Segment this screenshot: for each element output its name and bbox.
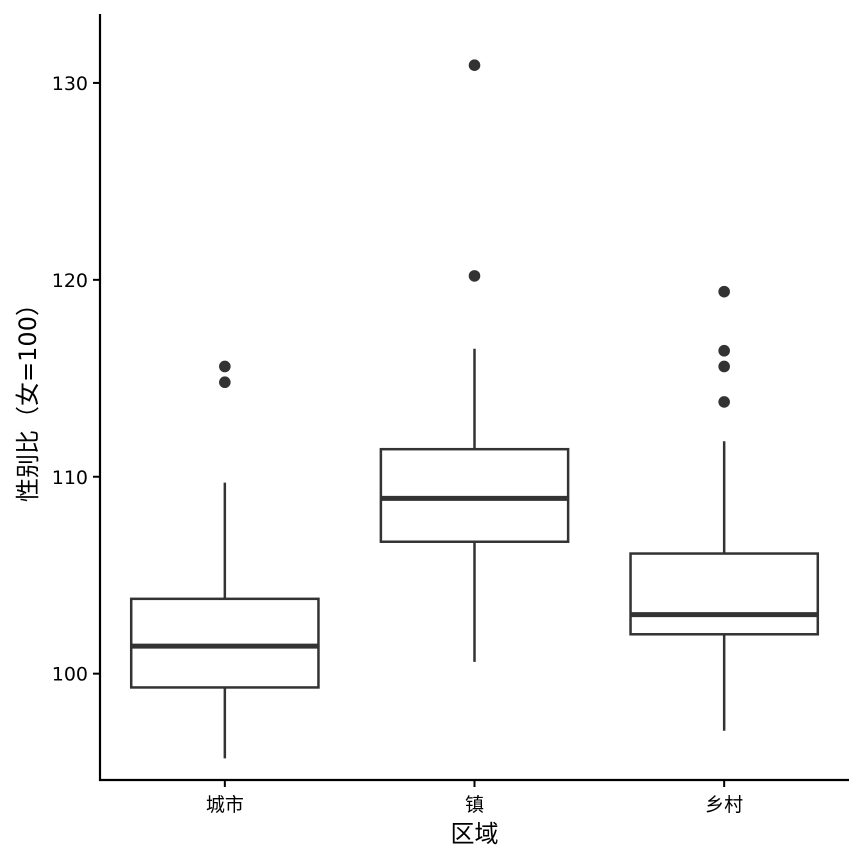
outlier-point xyxy=(718,396,730,408)
x-tick-label: 城市 xyxy=(206,794,244,816)
y-tick-label: 120 xyxy=(52,270,88,292)
outlier-point xyxy=(718,344,730,357)
outlier-point xyxy=(718,360,730,373)
outlier-point xyxy=(468,59,481,71)
y-tick-label: 100 xyxy=(52,664,88,686)
y-axis-title: 性别比（女=100） xyxy=(14,292,42,502)
box-iqr xyxy=(129,597,320,689)
box-group xyxy=(629,285,820,731)
y-tick-label: 110 xyxy=(52,467,88,489)
boxes-layer xyxy=(129,59,820,759)
outlier-point xyxy=(718,285,730,298)
ticks-layer: 100 110 120 130 城市 镇 乡村 xyxy=(52,73,743,816)
x-axis-title: 区域 xyxy=(451,820,499,848)
box-group xyxy=(379,59,570,662)
x-tick-label: 镇 xyxy=(465,794,484,816)
outlier-point xyxy=(468,270,481,282)
y-tick-label: 130 xyxy=(52,73,88,95)
outlier-point xyxy=(219,376,231,389)
outlier-point xyxy=(219,360,231,373)
box-iqr xyxy=(379,447,570,543)
x-tick-label: 乡村 xyxy=(705,794,743,816)
box-iqr xyxy=(629,552,820,636)
box-group xyxy=(129,360,320,759)
